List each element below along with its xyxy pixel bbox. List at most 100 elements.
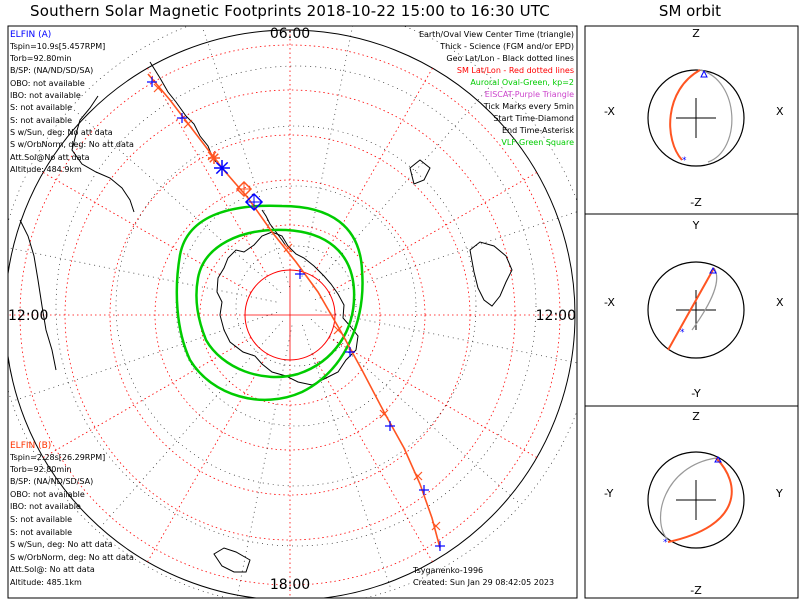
geo-longitude-line [8, 247, 277, 303]
satellite-tracks [147, 73, 445, 551]
geo-longitude-line [70, 107, 282, 293]
orbit-panel-title: SM orbit [658, 2, 722, 20]
orbit-axis-bottom: -Z [690, 196, 702, 209]
model-credit: Tsyganenko-1996 [412, 566, 483, 575]
elfin-a-end-asterisk [215, 161, 229, 175]
elfin-a-line: Altitude: 484.9km [10, 165, 82, 174]
geo-longitude-line [310, 319, 522, 505]
clock-label-left: 12:00 [8, 308, 48, 324]
sm-longitude-line [147, 353, 268, 563]
elfin-b-tick [183, 119, 193, 129]
geo-latitude-circle [55, 65, 537, 547]
geo-longitude-line [97, 320, 283, 532]
orbit-axis-top: Y [692, 219, 700, 232]
elfin-b-tick [379, 409, 389, 419]
elfin-a-line: S: not available [10, 116, 72, 125]
legend-item: SM Lat/Lon - Red dotted lines [457, 66, 574, 75]
legend: Earth/Oval View Center Time (triangle) T… [419, 30, 574, 147]
legend-item: Start Time-Diamond [493, 114, 574, 123]
elfin-b-tick [153, 83, 163, 93]
elfin-b-name: ELFIN (B) [10, 441, 51, 451]
orbit-end-marker: * [663, 538, 668, 548]
elfin-b-tick [431, 521, 441, 531]
elfin-b-tick [333, 325, 343, 335]
elfin-b-line: Tspin=2.28s[26.29RPM] [9, 453, 105, 462]
orbit-start-marker [700, 69, 708, 78]
clock-label-right: 12:00 [536, 308, 576, 324]
orbit-axis-bottom: -Y [691, 387, 701, 400]
orbit-start-marker [714, 456, 722, 463]
legend-item: Tick Marks every 5min [483, 102, 574, 111]
orbit-path [667, 457, 733, 543]
elfin-a-line: Att.Sol@No att data [10, 153, 90, 162]
elfin-a-line: IBO: not available [10, 91, 81, 100]
elfin-b-line: S: not available [10, 515, 72, 524]
sm-longitude-line [147, 67, 268, 277]
elfin-b-line: Altitude: 485.1km [10, 578, 82, 587]
antarctica-coast [216, 231, 359, 386]
orbit-axis-right: X [776, 296, 784, 309]
elfin-b-line: S: not available [10, 528, 72, 537]
legend-item: Thick - Science (FGM and/or EPD) [439, 42, 574, 51]
sm-orbit-panels: * Z -Z -X X * Y -Y -X X * [604, 27, 784, 597]
orbit-start-marker [709, 267, 717, 274]
legend-item: Geo Lat/Lon - Black dotted lines [446, 54, 574, 63]
plot-title: Southern Solar Magnetic Footprints 2018-… [30, 2, 550, 20]
australia-coast [469, 241, 513, 307]
auroral-oval-outer [175, 204, 364, 401]
western-land-coast [19, 219, 57, 371]
elfin-b-line: IBO: not available [10, 502, 81, 511]
coastlines [19, 61, 513, 573]
geo-longitude-line [201, 26, 290, 288]
elfin-b-end-asterisk [209, 153, 219, 163]
orbit-panel-xy: * Y -Y -X X [604, 219, 784, 400]
orbit-frame [584, 25, 799, 599]
orbit-axis-right: Y [775, 487, 783, 500]
elfin-a-line: Torb=92.80min [9, 54, 71, 63]
elfin-b-line: Torb=92.80min [9, 465, 71, 474]
elfin-a-line: S w/OrbNorm, deg: No att data [10, 140, 134, 149]
clock-label-bottom: 18:00 [270, 577, 310, 593]
new-zealand-coast [409, 159, 431, 185]
geo-latitude-circle [115, 125, 477, 487]
orbit-axis-right: X [776, 105, 784, 118]
geo-latlon-grid [8, 26, 577, 598]
elfin-b-tick [283, 243, 293, 253]
orbit-panel-yz: * Z -Z -Y Y [604, 410, 783, 597]
geo-longitude-line [299, 26, 354, 287]
sm-latlon-grid [8, 30, 575, 598]
map-frame [7, 25, 578, 599]
elfin-b-track [147, 73, 441, 549]
elfin-b-line: OBO: not available [10, 490, 85, 499]
legend-item: End Time-Asterisk [502, 126, 574, 135]
geo-longitude-line [11, 312, 278, 402]
auroral-oval [175, 204, 364, 401]
elfin-b-info: ELFIN (B) Tspin=2.28s[26.29RPM] Torb=92.… [9, 441, 134, 587]
sm-longitude-line [328, 172, 538, 293]
sm-longitude-line [312, 353, 433, 563]
elfin-b-line: B/SP: (NA/ND/SD/SA) [10, 477, 93, 486]
elfin-a-line: S w/Sun, deg: No att data [10, 128, 113, 137]
auroral-oval-inner [195, 228, 356, 379]
earth-circle [647, 69, 745, 167]
geo-longitude-line [315, 309, 577, 364]
sm-longitude-line [328, 337, 538, 458]
elfin-a-name: ELFIN (A) [10, 30, 51, 40]
elfin-b-tick [413, 471, 423, 481]
legend-item: VLF-Green Square [501, 138, 574, 147]
legend-item: EISCAT-Purple Triangle [485, 90, 574, 99]
earth-circle [647, 451, 745, 549]
elfin-a-info: ELFIN (A) Tspin=10.9s[5.457RPM] Torb=92.… [9, 30, 134, 174]
elfin-a-line: B/SP: (NA/ND/SD/SA) [10, 66, 93, 75]
clock-label-top: 06:00 [270, 26, 310, 42]
legend-item: Earth/Oval View Center Time (triangle) [419, 30, 574, 39]
orbit-axis-left: -Y [604, 487, 614, 500]
orbit-axis-top: Z [692, 27, 700, 40]
geo-longitude-line [309, 80, 495, 292]
orbit-end-marker: * [680, 328, 685, 338]
orbit-path [669, 69, 701, 161]
orbit-panel-xz: * Z -Z -X X [604, 27, 784, 209]
antarctic-peninsula [261, 209, 287, 247]
elfin-b-line: Att.Sol@: No att data [10, 565, 95, 574]
